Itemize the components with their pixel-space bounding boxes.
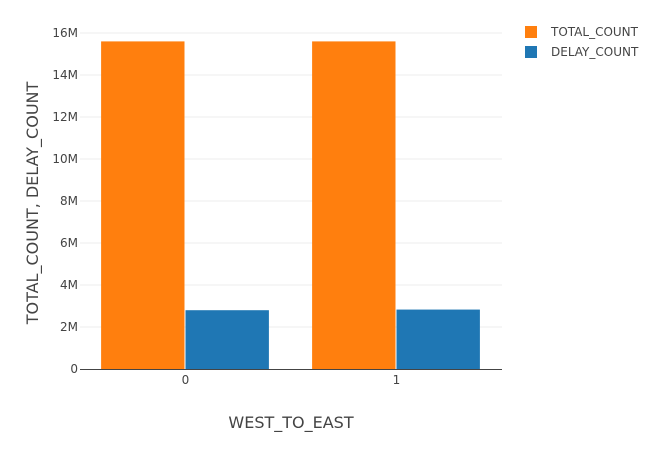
legend-swatch bbox=[525, 26, 537, 38]
y-tick-label: 16M bbox=[52, 26, 78, 40]
bars[interactable] bbox=[101, 41, 480, 370]
legend-label: DELAY_COUNT bbox=[551, 45, 639, 59]
y-tick-labels: 0 2M 4M 6M 8M 10M 12M 14M 16M bbox=[52, 26, 78, 376]
y-tick-label: 14M bbox=[52, 68, 78, 82]
bar-delay-count-0[interactable] bbox=[185, 310, 269, 369]
legend-item-total-count[interactable]: TOTAL_COUNT bbox=[525, 25, 639, 39]
bar-total-count-1[interactable] bbox=[312, 41, 396, 370]
y-tick-label: 2M bbox=[60, 320, 78, 334]
legend[interactable]: TOTAL_COUNT DELAY_COUNT bbox=[525, 25, 639, 59]
y-tick-label: 10M bbox=[52, 152, 78, 166]
legend-label: TOTAL_COUNT bbox=[550, 25, 639, 39]
y-tick-label: 0 bbox=[70, 362, 78, 376]
legend-item-delay-count[interactable]: DELAY_COUNT bbox=[525, 45, 639, 59]
x-tick-label: 1 bbox=[393, 373, 401, 387]
bar-total-count-0[interactable] bbox=[101, 41, 185, 370]
y-tick-label: 4M bbox=[60, 278, 78, 292]
y-tick-label: 6M bbox=[60, 236, 78, 250]
y-tick-label: 8M bbox=[60, 194, 78, 208]
x-axis-title: WEST_TO_EAST bbox=[228, 413, 353, 433]
legend-swatch bbox=[525, 46, 537, 58]
x-tick-label: 0 bbox=[182, 373, 190, 387]
y-tick-label: 12M bbox=[52, 110, 78, 124]
bar-delay-count-1[interactable] bbox=[396, 309, 480, 369]
y-axis-title: TOTAL_COUNT, DELAY_COUNT bbox=[23, 82, 43, 326]
